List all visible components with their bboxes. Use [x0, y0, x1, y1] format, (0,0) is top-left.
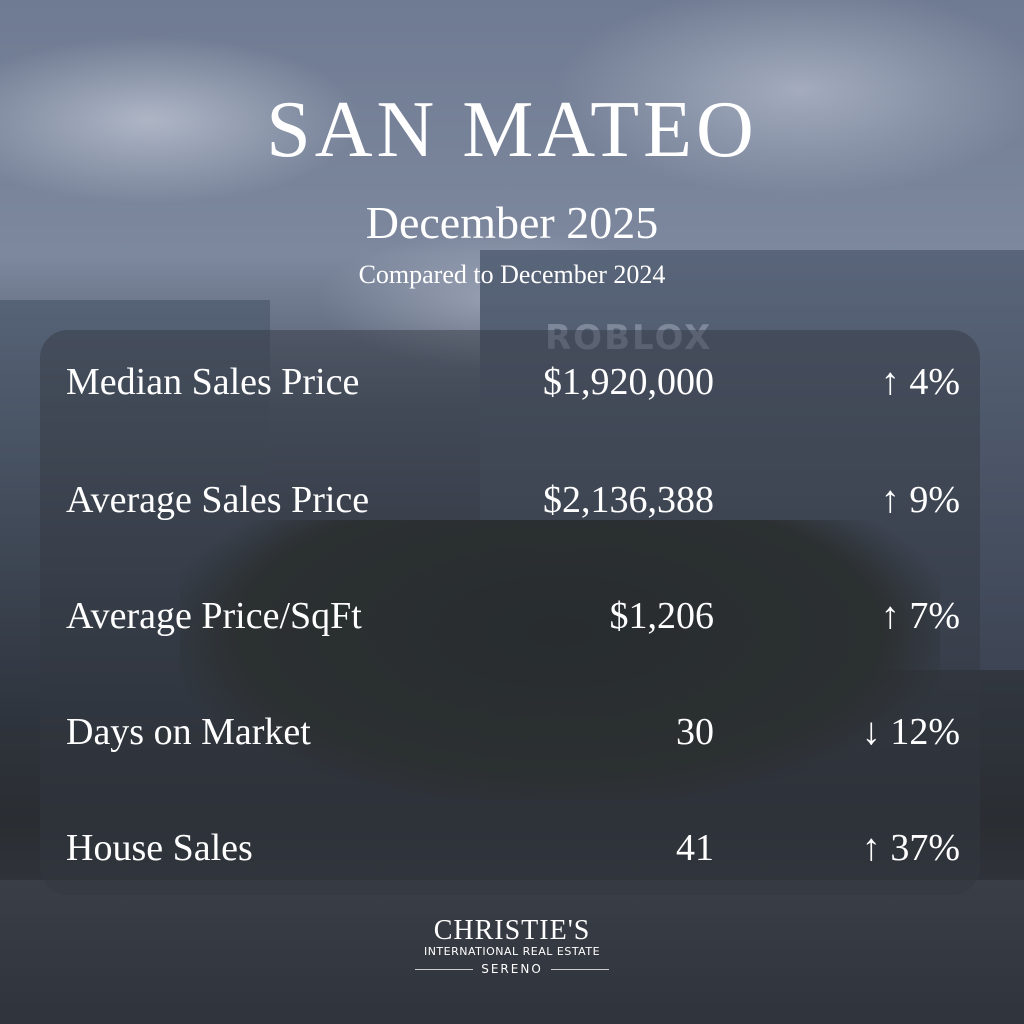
stat-change: ↑ 4% [880, 361, 960, 403]
logo-office: SERENO [0, 962, 1024, 976]
logo-office-name: SERENO [481, 962, 543, 976]
period-subtitle: December 2025 [365, 197, 659, 248]
stat-change: ↑ 37% [861, 827, 960, 869]
stat-change: ↑ 9% [880, 479, 960, 521]
divider [550, 968, 609, 970]
stat-label: Days on Market [66, 711, 311, 753]
logo-name: CHRISTIE'S [433, 915, 591, 946]
stat-change: ↑ 7% [880, 595, 960, 637]
stat-row: House Sales 41 ↑ 37% [66, 826, 960, 886]
stat-value: $2,136,388 [543, 479, 714, 521]
stat-label: Median Sales Price [66, 361, 360, 403]
comparison-note: Compared to December 2024 [358, 260, 666, 289]
city-title: SAN MATEO [266, 86, 758, 174]
stat-row: Median Sales Price $1,920,000 ↑ 4% [66, 360, 960, 420]
stat-change: ↓ 12% [861, 711, 960, 753]
stat-value: 30 [676, 711, 714, 753]
background-trees [180, 520, 940, 800]
stat-label: Average Price/SqFt [66, 595, 362, 637]
stat-row: Days on Market 30 ↓ 12% [66, 710, 960, 770]
stat-value: 41 [676, 827, 714, 869]
stats-panel [40, 330, 980, 895]
stat-row: Average Price/SqFt $1,206 ↑ 7% [66, 594, 960, 654]
logo-subline: INTERNATIONAL REAL ESTATE [423, 945, 601, 958]
stat-row: Average Sales Price $2,136,388 ↑ 9% [66, 478, 960, 538]
christies-logo: CHRISTIE'S INTERNATIONAL REAL ESTATE SER… [0, 915, 1024, 976]
roblox-sign: ROBLOX [545, 318, 713, 358]
stat-value: $1,206 [609, 595, 715, 637]
stat-value: $1,920,000 [543, 361, 714, 403]
stat-label: Average Sales Price [66, 479, 370, 521]
divider [415, 968, 474, 970]
background-road [0, 880, 1024, 1024]
stat-label: House Sales [66, 827, 253, 869]
